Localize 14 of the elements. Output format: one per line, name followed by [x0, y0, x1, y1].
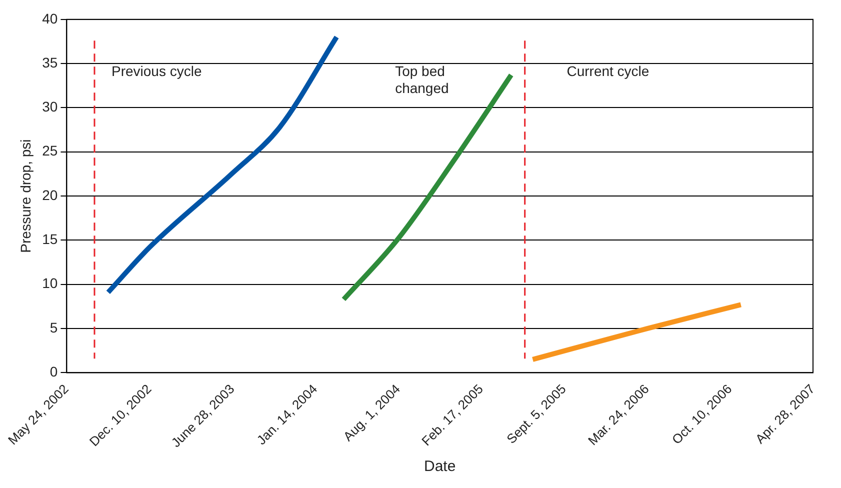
y-tick-label: 40	[42, 10, 58, 26]
y-tick-label: 5	[50, 319, 58, 336]
y-tick-label: 10	[42, 275, 58, 292]
y-tick-label: 30	[42, 98, 58, 115]
y-tick-label: 35	[42, 54, 58, 70]
y-axis-title: Pressure drop, psi	[18, 139, 34, 253]
y-tick-label: 0	[50, 364, 58, 380]
x-axis-title: Date	[424, 458, 456, 476]
annotation: Current cycle	[566, 63, 650, 80]
y-tick-label: 20	[42, 186, 58, 203]
annotation: Previous cycle	[111, 63, 202, 80]
annotation: Top bed changed	[395, 63, 449, 96]
y-tick-label: 25	[42, 142, 58, 159]
y-tick-label: 15	[42, 231, 58, 248]
